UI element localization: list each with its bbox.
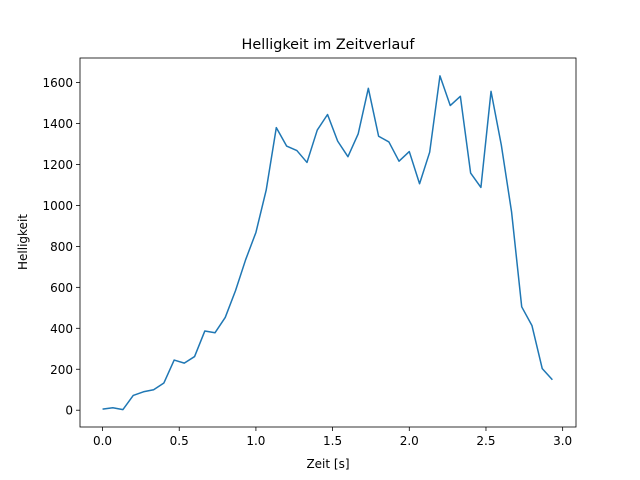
y-tick-label: 1200 (42, 158, 73, 172)
y-axis-ticks: 0 200 400 600 800 1000 1200 1400 1600 (42, 76, 80, 418)
y-tick-label: 1000 (42, 199, 73, 213)
x-tick-label: 3.0 (553, 434, 572, 448)
x-tick-label: 0.5 (170, 434, 189, 448)
x-tick-label: 1.0 (246, 434, 265, 448)
x-tick-label: 0.0 (93, 434, 112, 448)
y-tick-label: 1400 (42, 117, 73, 131)
x-axis-label: Zeit [s] (306, 457, 349, 471)
x-tick-label: 1.5 (323, 434, 342, 448)
x-axis-ticks: 0.0 0.5 1.0 1.5 2.0 2.5 3.0 (93, 427, 572, 448)
y-tick-label: 200 (50, 363, 73, 377)
y-tick-label: 800 (50, 240, 73, 254)
x-tick-label: 2.0 (400, 434, 419, 448)
chart-title: Helligkeit im Zeitverlauf (242, 37, 416, 53)
x-tick-label: 2.5 (476, 434, 495, 448)
y-tick-label: 600 (50, 281, 73, 295)
y-tick-label: 400 (50, 322, 73, 336)
plot-area-frame (79, 57, 577, 428)
y-tick-label: 0 (65, 404, 73, 418)
y-axis-label: Helligkeit (16, 214, 30, 270)
brightness-series-line (102, 75, 553, 411)
y-tick-label: 1600 (42, 76, 73, 90)
